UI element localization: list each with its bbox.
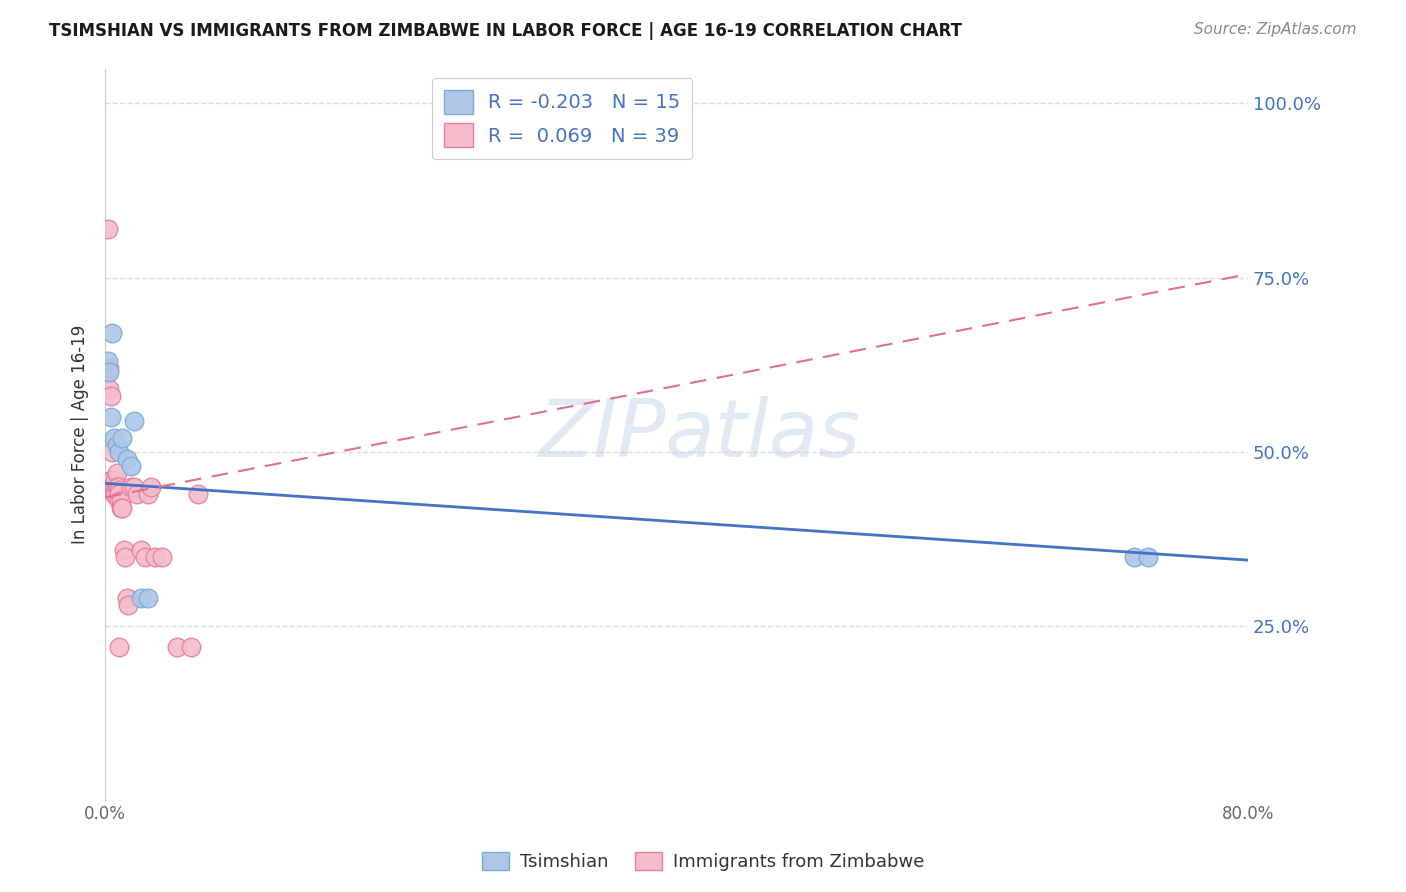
Point	[105, 438, 128, 452]
Point	[101, 326, 124, 341]
Point	[122, 414, 145, 428]
Point	[187, 487, 209, 501]
Point	[101, 445, 124, 459]
Point	[100, 410, 122, 425]
Point	[117, 599, 139, 613]
Point	[112, 542, 135, 557]
Point	[108, 640, 131, 655]
Legend: R = -0.203   N = 15, R =  0.069   N = 39: R = -0.203 N = 15, R = 0.069 N = 39	[432, 78, 692, 159]
Point	[108, 445, 131, 459]
Point	[103, 487, 125, 501]
Point	[115, 591, 138, 606]
Point	[108, 487, 131, 501]
Point	[110, 500, 132, 515]
Point	[180, 640, 202, 655]
Text: ZIPatlas: ZIPatlas	[538, 395, 860, 474]
Point	[97, 354, 120, 368]
Point	[1136, 549, 1159, 564]
Point	[103, 431, 125, 445]
Point	[105, 480, 128, 494]
Point	[111, 431, 134, 445]
Point	[104, 473, 127, 487]
Point	[139, 480, 162, 494]
Point	[114, 549, 136, 564]
Point	[104, 487, 127, 501]
Point	[98, 382, 121, 396]
Point	[100, 389, 122, 403]
Point	[97, 222, 120, 236]
Point	[150, 549, 173, 564]
Point	[166, 640, 188, 655]
Point	[125, 487, 148, 501]
Point	[105, 466, 128, 480]
Point	[110, 493, 132, 508]
Text: Source: ZipAtlas.com: Source: ZipAtlas.com	[1194, 22, 1357, 37]
Point	[107, 487, 129, 501]
Point	[122, 480, 145, 494]
Point	[120, 458, 142, 473]
Point	[107, 480, 129, 494]
Point	[108, 483, 131, 498]
Point	[134, 549, 156, 564]
Point	[103, 483, 125, 498]
Point	[143, 549, 166, 564]
Y-axis label: In Labor Force | Age 16-19: In Labor Force | Age 16-19	[72, 325, 89, 544]
Point	[1122, 549, 1144, 564]
Point	[98, 361, 121, 376]
Point	[101, 473, 124, 487]
Point	[111, 500, 134, 515]
Point	[129, 542, 152, 557]
Point	[115, 452, 138, 467]
Point	[108, 493, 131, 508]
Legend: Tsimshian, Immigrants from Zimbabwe: Tsimshian, Immigrants from Zimbabwe	[474, 845, 932, 879]
Point	[129, 591, 152, 606]
Text: TSIMSHIAN VS IMMIGRANTS FROM ZIMBABWE IN LABOR FORCE | AGE 16-19 CORRELATION CHA: TSIMSHIAN VS IMMIGRANTS FROM ZIMBABWE IN…	[49, 22, 962, 40]
Point	[101, 480, 124, 494]
Point	[100, 473, 122, 487]
Point	[98, 365, 121, 379]
Point	[136, 487, 159, 501]
Point	[120, 480, 142, 494]
Point	[136, 591, 159, 606]
